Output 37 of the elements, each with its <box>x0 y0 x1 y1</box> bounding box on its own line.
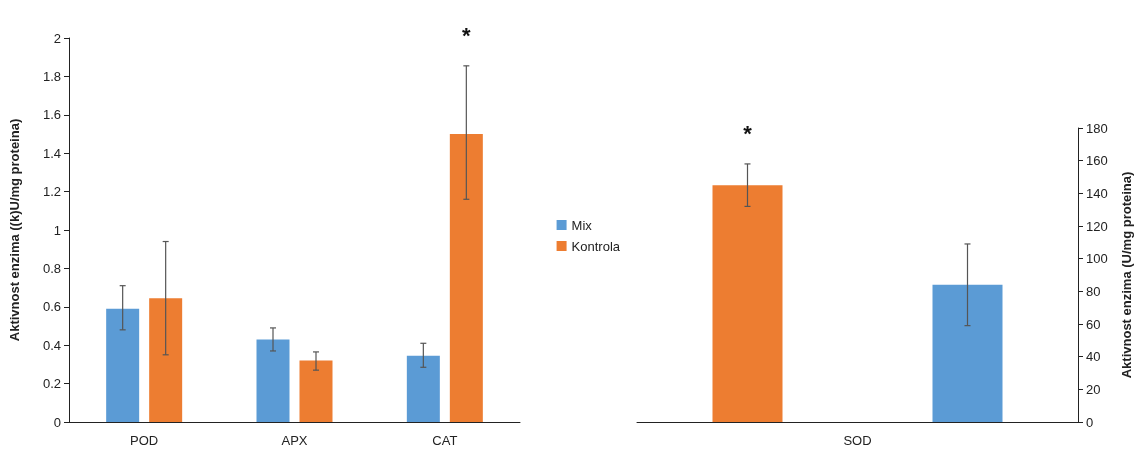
y-tick-label: 0 <box>1086 414 1094 430</box>
x-tick-label: CAT <box>432 433 458 448</box>
x-tick-label: SOD <box>843 433 872 448</box>
y-tick-label: 1 <box>53 222 61 238</box>
y-tick-label: 0.4 <box>42 337 61 353</box>
y-tick-label: 0.6 <box>42 299 61 315</box>
y-tick-label: 60 <box>1086 316 1101 332</box>
y-tick-label: 160 <box>1086 153 1108 169</box>
y-tick-label: 2 <box>53 30 61 46</box>
y-tick-label: 100 <box>1086 251 1108 267</box>
y-tick-label: 0.2 <box>42 376 61 392</box>
annotation: * <box>743 121 753 147</box>
annotation: * <box>462 23 472 49</box>
bar <box>106 308 140 422</box>
bar <box>149 298 183 422</box>
bar <box>406 355 440 422</box>
bar <box>449 134 483 422</box>
y-tick-label: 20 <box>1086 381 1101 397</box>
y-tick-label: 40 <box>1086 349 1101 365</box>
legend-label: Mix <box>571 217 593 233</box>
x-tick-label: POD <box>130 433 159 448</box>
y-tick-label: 1.6 <box>42 107 61 123</box>
y-tick-label: 1.2 <box>42 184 61 200</box>
y-tick-label: 140 <box>1086 185 1108 201</box>
x-tick-label: APX <box>281 433 308 448</box>
y-tick-label: 0.8 <box>42 260 61 276</box>
y-axis-title: Aktivnost enzima ((k)U/mg proteina) <box>7 118 22 342</box>
y-tick-label: 1.8 <box>42 68 61 84</box>
legend-label: Kontrola <box>571 238 621 254</box>
y-axis-title: Aktivnost enzima (U/mg proteina) <box>1119 171 1134 379</box>
bar <box>299 360 333 422</box>
y-tick-label: 1.4 <box>42 145 61 161</box>
y-tick-label: 180 <box>1086 120 1108 136</box>
y-tick-label: 80 <box>1086 283 1101 299</box>
y-tick-label: 0 <box>53 414 61 430</box>
bar <box>256 339 290 422</box>
y-tick-label: 120 <box>1086 218 1108 234</box>
